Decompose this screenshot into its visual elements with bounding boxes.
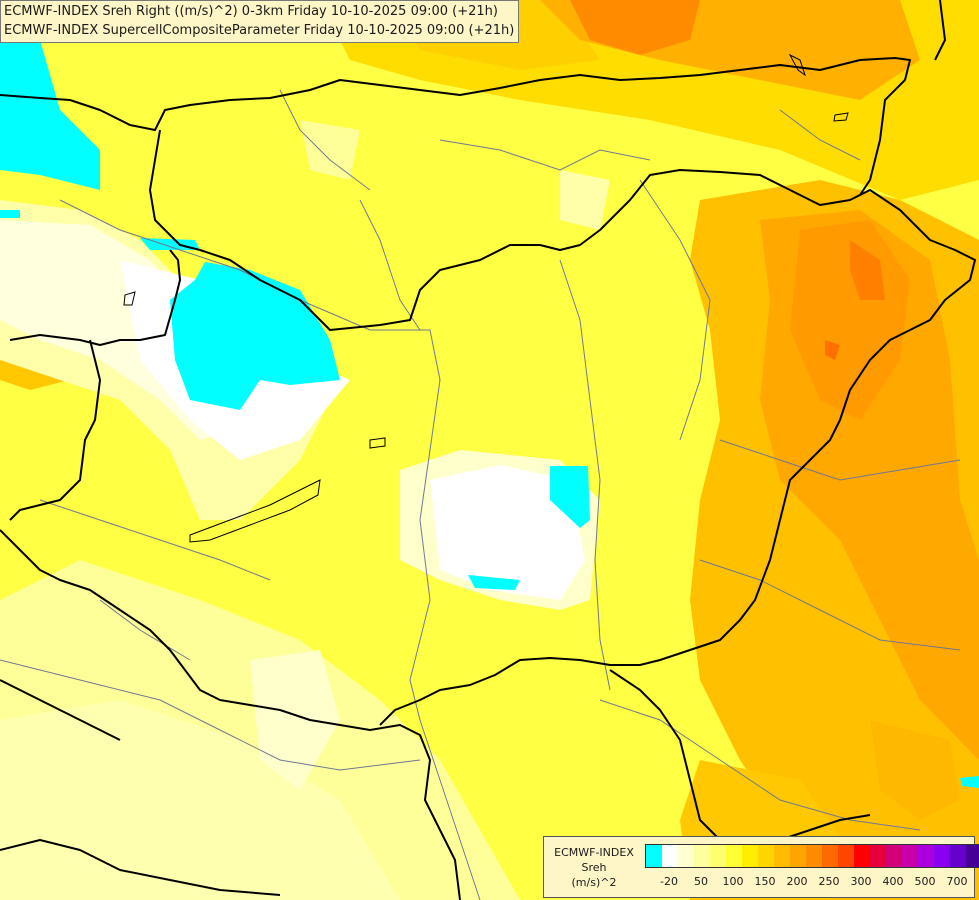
legend-swatch: #ffa500 <box>790 845 806 867</box>
legend-swatch: #e8003c <box>870 845 886 867</box>
legend-tick-label: -20 <box>660 875 678 888</box>
legend-swatch: #ffffa0 <box>694 845 710 867</box>
rivers <box>0 89 961 900</box>
legend-tick-label: 300 <box>850 875 872 888</box>
legend-swatch: #6600cc <box>950 845 966 867</box>
legend-tick-label: 100 <box>722 875 744 888</box>
legend-label-unit: (m/s)^2 <box>571 876 617 889</box>
legend-swatch: #ffff70 <box>710 845 726 867</box>
map-title-box: ECMWF-INDEX Sreh Right ((m/s)^2) 0-3km F… <box>0 0 520 43</box>
legend-swatch: #00ffff <box>646 845 662 867</box>
legend-swatch: #ff4500 <box>838 845 854 867</box>
legend-swatch: #d40078 <box>886 845 902 867</box>
legend-tick-label: 150 <box>754 875 776 888</box>
legend-tick-label: 50 <box>694 875 708 888</box>
legend-swatch: #c800aa <box>902 845 918 867</box>
map-title-line1: ECMWF-INDEX Sreh Right ((m/s)^2) 0-3km F… <box>4 4 498 19</box>
legend-swatch: #ffffff <box>662 845 678 867</box>
legend-swatch: #8800ee <box>934 845 950 867</box>
legend-color-bar: #00ffff#ffffff#ffffd0#ffffa0#ffff70#ffff… <box>645 844 979 868</box>
color-legend: ECMWF-INDEX Sreh (m/s)^2 #00ffff#ffffff#… <box>543 836 979 898</box>
legend-tick-label: 250 <box>818 875 840 888</box>
legend-swatch: #440099 <box>966 845 979 867</box>
legend-tick-label: 700 <box>946 875 968 888</box>
legend-swatch: #ffbb00 <box>774 845 790 867</box>
legend-ticks: -20 50 100 150 200 250 300 400 500 700 <box>645 875 970 891</box>
legend-tick-label: 400 <box>882 875 904 888</box>
legend-label: ECMWF-INDEX Sreh (m/s)^2 <box>548 845 640 890</box>
legend-tick-label: 500 <box>914 875 936 888</box>
legend-swatch: #ff8c00 <box>806 845 822 867</box>
map-title-line2: ECMWF-INDEX SupercellCompositeParameter … <box>4 23 515 38</box>
legend-swatch: #ffff33 <box>726 845 742 867</box>
legend-swatch: #ffffd0 <box>678 845 694 867</box>
legend-tick-label: 200 <box>786 875 808 888</box>
legend-swatch: #ff0000 <box>854 845 870 867</box>
legend-swatch: #ffee00 <box>742 845 758 867</box>
legend-label-source: ECMWF-INDEX <box>554 846 634 859</box>
legend-swatch: #ff6a00 <box>822 845 838 867</box>
legend-label-param: Sreh <box>581 861 607 874</box>
legend-swatch: #aa00dd <box>918 845 934 867</box>
lakes <box>123 53 849 543</box>
legend-swatch: #ffd500 <box>758 845 774 867</box>
